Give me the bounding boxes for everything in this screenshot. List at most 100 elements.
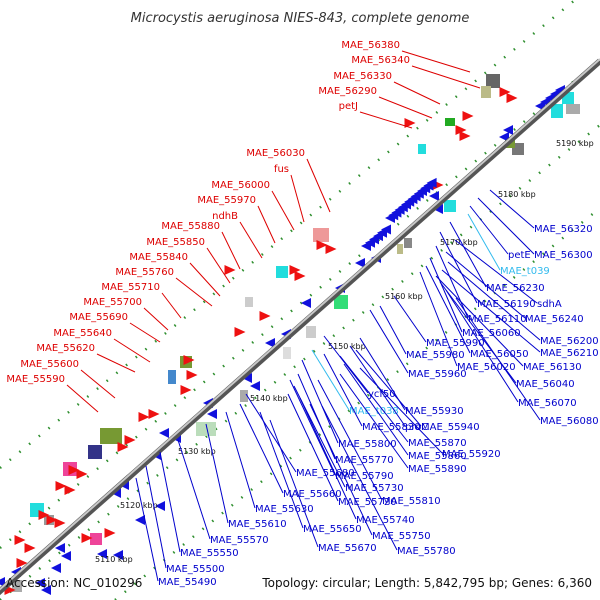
gene-label: MAE_t039: [500, 266, 550, 277]
gene-label: MAE_56210: [540, 348, 599, 359]
label-connector: [80, 369, 116, 399]
label-connector: [447, 261, 541, 341]
gene-label: MAE_55630: [255, 504, 314, 515]
gene-label: MAE_55650: [303, 524, 362, 535]
gene-arrow: [35, 578, 45, 588]
label-connector: [467, 213, 501, 271]
gene-label: MAE_56190: [477, 299, 536, 310]
gene-label: MAE_55660: [283, 489, 342, 500]
gene-arrow: [97, 549, 107, 559]
gene-label: MAE_55810: [382, 496, 441, 507]
gene-label: MAE_56030: [246, 148, 305, 159]
gene-arrow: [155, 501, 165, 511]
kbp-tick-label: 5130 kbp: [178, 447, 216, 456]
label-connector: [425, 265, 471, 354]
gene-label: proC: [405, 422, 428, 433]
label-connector: [449, 221, 487, 288]
gene-label: MAE_55940: [421, 422, 480, 433]
gene-label: MAE_55990: [426, 338, 485, 349]
gene-box: [276, 266, 288, 278]
gene-arrow: [113, 550, 123, 560]
label-connector: [323, 335, 369, 394]
label-connector: [289, 379, 336, 476]
gene-arrow: [16, 558, 28, 568]
gene-arrow: [51, 563, 61, 573]
gene-arrow: [138, 412, 150, 422]
gene-arrow: [289, 265, 301, 275]
gene-arrow: [55, 481, 67, 491]
label-connector: [301, 359, 339, 444]
gene-box: [100, 428, 122, 444]
label-connector: [343, 363, 409, 456]
label-connector: [369, 309, 409, 374]
gene-label: fus: [274, 164, 289, 175]
gene-label: sdhA: [537, 299, 562, 310]
label-connector: [435, 275, 524, 367]
gene-arrow: [24, 543, 36, 553]
label-connector: [469, 205, 509, 255]
gene-label: MAE_55840: [129, 252, 188, 263]
label-connector: [379, 305, 407, 355]
gene-box: [90, 533, 102, 545]
backbone-shadow: [0, 58, 600, 596]
gene-box: [283, 347, 291, 359]
gene-label: MAE_55640: [53, 328, 112, 339]
gene-arrow: [55, 543, 65, 553]
gene-arrow: [183, 355, 195, 365]
gene-label: MAE_55830: [362, 422, 421, 433]
label-connector: [489, 189, 535, 229]
label-connector: [257, 205, 276, 244]
gene-label: ndhB: [212, 211, 238, 222]
gene-label: MAE_55550: [180, 548, 239, 559]
gene-label: MAE_55780: [397, 546, 456, 557]
gene-label: MAE_55710: [101, 282, 160, 293]
label-connector: [239, 221, 263, 259]
gene-arrow: [316, 240, 328, 250]
gene-arrow: [117, 442, 129, 452]
gene-arrow: [355, 258, 365, 268]
gene-label: MAE_55790: [335, 471, 394, 482]
map-title: Microcystis aeruginosa NIES-843, complet…: [131, 11, 470, 26]
gene-label: ycf50: [368, 389, 396, 400]
label-connector: [401, 50, 471, 73]
gene-label: MAE_56050: [470, 349, 529, 360]
gene-label: MAE_55880: [161, 221, 220, 232]
gene-arrow: [259, 311, 271, 321]
label-connector: [455, 297, 541, 421]
label-connector: [439, 231, 478, 304]
gene-label: MAE_55690: [69, 312, 128, 323]
gene-label: MAE_55670: [318, 543, 377, 554]
label-connector: [311, 349, 350, 411]
gene-label: MAE_55600: [20, 359, 79, 370]
label-connector: [441, 269, 541, 353]
gene-label: MAE_55750: [372, 531, 431, 542]
label-connector: [454, 239, 538, 304]
gene-label: MAE_55760: [115, 267, 174, 278]
gene-arrow: [14, 535, 26, 545]
gene-box: [240, 390, 248, 402]
gene-box: [168, 370, 176, 384]
gene-arrow: [76, 469, 88, 479]
gene-arrow: [46, 515, 58, 525]
label-connector: [321, 405, 398, 551]
gene-arrow: [325, 244, 337, 254]
kbp-tick-label: 5160 kbp: [385, 292, 423, 301]
label-connector: [129, 322, 161, 343]
gene-label: MAE_56080: [540, 416, 599, 427]
label-connector: [161, 292, 182, 319]
gene-label: MAE_55970: [197, 195, 256, 206]
gene-label: MAE_56000: [211, 180, 270, 191]
gene-label: MAE_55980: [406, 350, 465, 361]
gene-box: [444, 200, 456, 212]
gene-label: MAE_56320: [534, 224, 593, 235]
gene-label: MAE_56290: [318, 86, 377, 97]
label-connector: [339, 355, 409, 443]
gene-arrow: [381, 224, 391, 235]
kbp-tick-label: 5180 kbp: [498, 190, 536, 199]
gene-label: MAE_55490: [158, 577, 217, 588]
label-connector: [419, 271, 458, 367]
gene-label: MAE_55730: [345, 483, 404, 494]
label-connector: [339, 373, 409, 469]
label-connector: [393, 81, 441, 105]
gene-arrow: [38, 510, 50, 520]
